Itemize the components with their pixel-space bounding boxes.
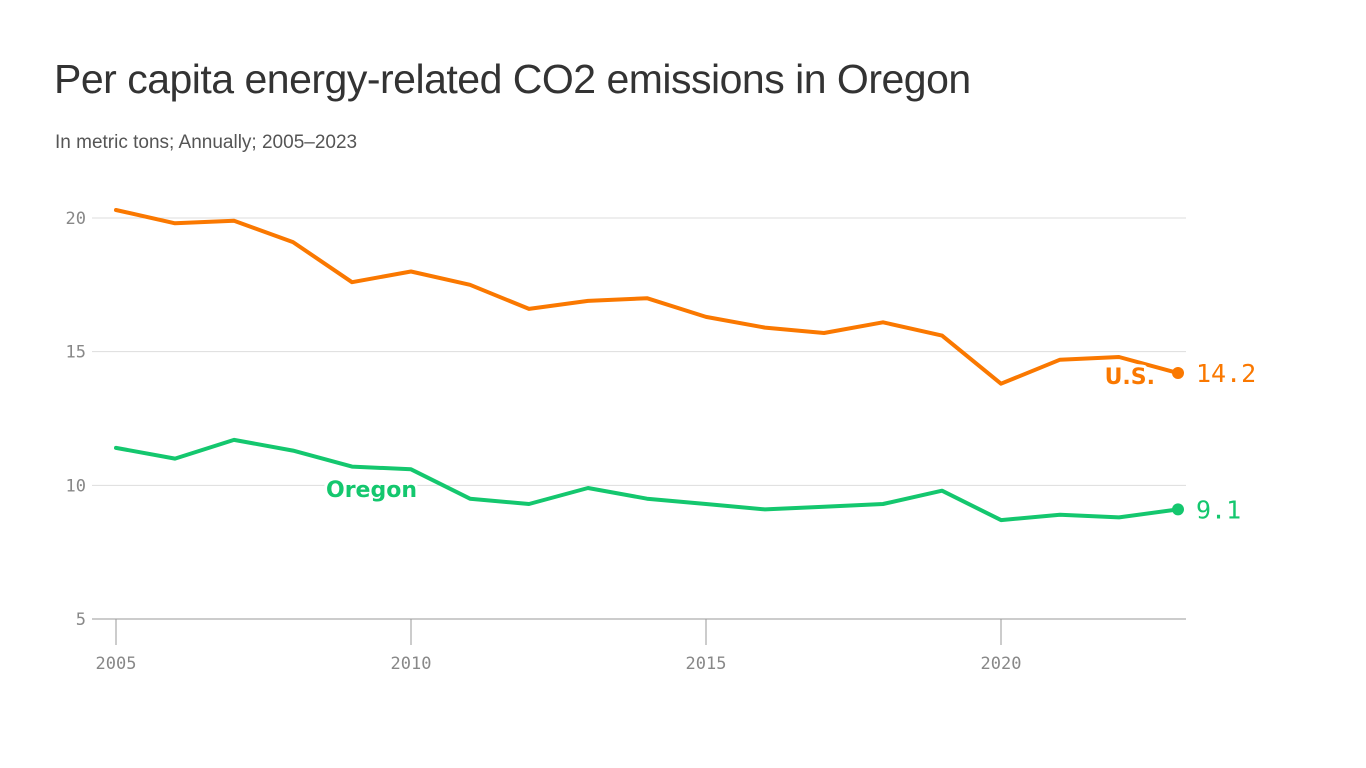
series-label-us: U.S. <box>1105 365 1155 390</box>
end-point-us <box>1172 367 1184 380</box>
series-line-oregon <box>114 437 1180 523</box>
y-tick-label-15: 15 <box>66 343 86 363</box>
y-tick-label-5: 5 <box>76 610 86 630</box>
y-tick-label-20: 20 <box>66 209 86 229</box>
x-tick-label-2005: 2005 <box>96 654 137 674</box>
x-tick-label-2015: 2015 <box>686 654 727 674</box>
series-group <box>114 208 1184 523</box>
chart-subtitle: In metric tons; Annually; 2005–2023 <box>55 132 358 153</box>
end-value-label-us: 14.2 <box>1196 359 1256 388</box>
series-label-oregon: Oregon <box>326 478 417 503</box>
y-tick-label-10: 10 <box>66 476 86 496</box>
series-line-us <box>114 208 1180 386</box>
end-point-oregon <box>1172 503 1184 516</box>
x-tick-label-2020: 2020 <box>981 654 1022 674</box>
chart-title: Per capita energy-related CO2 emissions … <box>54 56 971 102</box>
end-value-label-oregon: 9.1 <box>1196 495 1241 524</box>
labels-group: 5 10 15 20 2005 2010 2015 2020 14.2 9.1 U.S. Oregon <box>66 209 1257 674</box>
x-tick-label-2010: 2010 <box>391 654 432 674</box>
x-axis <box>92 618 1186 645</box>
gridlines <box>92 217 1186 486</box>
